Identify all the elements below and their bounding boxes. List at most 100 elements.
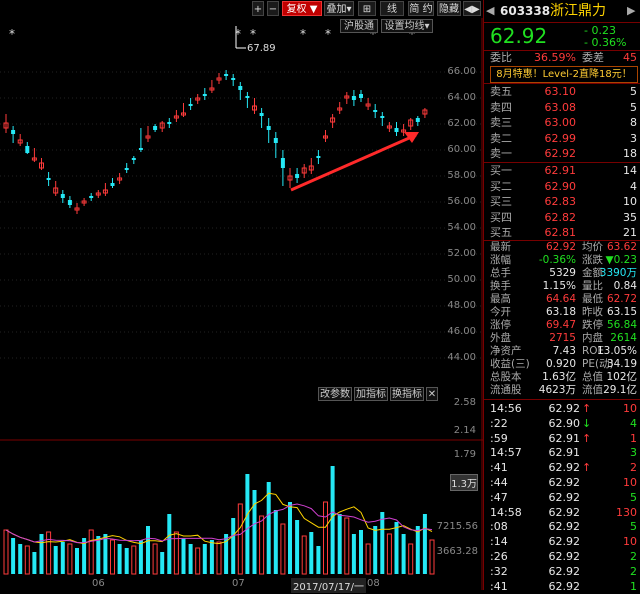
tick-price: 62.92 xyxy=(548,520,581,534)
candle-body xyxy=(153,126,158,130)
tick-row: :14 62.92 10 xyxy=(484,534,640,549)
change-params-button[interactable]: 改参数 xyxy=(318,387,352,401)
stat-value: 63.62 xyxy=(606,241,637,253)
hgt-button[interactable]: 沪股通 xyxy=(340,19,378,33)
weibi-value: 36.59% xyxy=(534,51,576,64)
tick-volume: 5 xyxy=(630,520,637,534)
stat-label: 最新 xyxy=(490,241,511,253)
price-axis-label: 52.00 xyxy=(447,248,476,259)
event-star-icon: * xyxy=(409,27,415,41)
close-indicator-button[interactable]: ✕ xyxy=(426,387,438,401)
volume-bar xyxy=(359,530,363,574)
stats-row: 总股本 1.63亿 总值 102亿 xyxy=(484,371,640,384)
volume-bar xyxy=(195,547,201,575)
stats-row: 净资产 7.43 ROE 13.05% xyxy=(484,345,640,358)
stat-value: -0.36% xyxy=(538,254,576,266)
candle-body xyxy=(181,112,186,116)
up-arrow-icon: ↑ xyxy=(582,402,592,415)
volume-bar xyxy=(422,514,427,574)
simple-button[interactable]: 简 约 xyxy=(408,1,434,16)
candle-body xyxy=(273,138,278,143)
tick-row: 14:57 62.91 3 xyxy=(484,445,640,460)
candle-body xyxy=(252,105,257,111)
next-stock-icon[interactable]: ▶ xyxy=(627,4,636,17)
vol-axis-label: 1.79 xyxy=(453,449,476,460)
tick-time: :47 xyxy=(490,490,508,504)
volume-bar xyxy=(160,552,165,574)
price-axis-label: 50.00 xyxy=(447,274,476,285)
tick-time: 14:58 xyxy=(490,505,522,519)
buy-order-row: 买一 62.91 14 xyxy=(484,163,640,179)
volume-bar xyxy=(280,523,286,575)
weicha-label: 委差 xyxy=(582,51,604,64)
candle-body xyxy=(359,94,363,98)
tick-row: 14:58 62.92 130 xyxy=(484,505,640,520)
candle-body xyxy=(259,113,264,116)
tick-price: 62.92 xyxy=(548,476,581,489)
candlestick-series xyxy=(3,70,428,214)
stat-value: 2614 xyxy=(610,332,637,344)
order-volume: 5 xyxy=(630,85,637,98)
add-indicator-button[interactable]: 加指标 xyxy=(354,387,388,401)
tick-price: 62.92 xyxy=(548,550,581,563)
volume-bar xyxy=(146,526,150,574)
event-star-icon: * xyxy=(300,27,306,41)
grid-icon[interactable]: ⊞ xyxy=(358,1,376,16)
stat-value: 7.43 xyxy=(552,345,576,357)
order-volume: 21 xyxy=(623,226,637,239)
tick-time: :08 xyxy=(490,520,508,534)
peak-price-label: 67.89 xyxy=(247,43,276,54)
prev-stock-icon[interactable]: ◀ xyxy=(486,4,495,17)
tick-row: :08 62.92 5 xyxy=(484,519,640,534)
tick-row: :22 62.90 ↓ 4 xyxy=(484,416,640,431)
candle-body xyxy=(245,96,250,98)
stat-value: 102亿 xyxy=(606,371,637,383)
vol-axis-label: 2.14 xyxy=(453,425,476,436)
candle-body xyxy=(138,148,143,150)
event-star-icon: * xyxy=(235,27,241,41)
stat-value: 62.72 xyxy=(606,293,637,305)
volume-bar xyxy=(39,534,44,574)
stat-label: 今开 xyxy=(490,306,511,318)
tick-price: 62.91 xyxy=(548,431,581,445)
candle-body xyxy=(308,165,314,171)
stat-label: 均价 xyxy=(582,241,603,253)
stat-label: 最低 xyxy=(582,293,603,305)
tick-time: 14:57 xyxy=(490,446,522,460)
volume-bar xyxy=(273,510,278,574)
stats-row: 换手 1.15% 量比 0.84 xyxy=(484,280,640,293)
promo-banner[interactable]: 8月特惠！Level-2直降18元！ xyxy=(490,66,638,83)
stat-value: 2715 xyxy=(549,332,576,344)
stat-value: 3390万 xyxy=(599,267,637,279)
zoom-in-button[interactable]: + xyxy=(252,1,264,16)
buy-order-row: 买二 62.90 4 xyxy=(484,179,640,195)
stats-row: 流通股 4623万 流值 29.1亿 xyxy=(484,384,640,397)
overlay-button[interactable]: 叠加▾ xyxy=(324,1,354,16)
line-button[interactable]: 线 xyxy=(380,1,404,16)
price-axis-label: 62.00 xyxy=(447,118,476,129)
nav-arrows-icon[interactable]: ◀▶ xyxy=(463,1,481,16)
tick-volume: 2 xyxy=(630,564,637,578)
fuquan-label: 复权 xyxy=(286,4,307,15)
order-price: 62.81 xyxy=(544,226,577,239)
price-axis-label: 48.00 xyxy=(447,300,476,311)
switch-indicator-button[interactable]: 换指标 xyxy=(390,387,424,401)
order-volume: 8 xyxy=(630,116,637,129)
stat-label: ROE xyxy=(582,345,605,357)
volume-bar xyxy=(202,544,207,574)
order-label: 买五 xyxy=(490,226,512,239)
stats-row: 最新 62.92 均价 63.62 xyxy=(484,241,640,254)
tick-price: 62.92 xyxy=(548,461,581,475)
stat-label: 量比 xyxy=(582,280,603,292)
event-star-icon: * xyxy=(370,27,376,41)
chart-toolbar: + − 复权 ▼ 叠加▾ ⊞ 线 简 约 隐藏 ◀▶ xyxy=(0,0,483,18)
fuquan-button[interactable]: 复权 ▼ xyxy=(282,1,322,16)
hide-button[interactable]: 隐藏 xyxy=(437,1,461,16)
volume-bar xyxy=(237,503,243,575)
candle-body xyxy=(316,156,321,158)
ma-settings-button[interactable]: 设置均线▾ xyxy=(381,19,433,33)
order-label: 卖二 xyxy=(490,131,512,145)
zoom-out-button[interactable]: − xyxy=(267,1,279,16)
tick-volume: 10 xyxy=(623,535,637,549)
cursor-date-label: 2017/07/17/一 xyxy=(291,578,367,593)
